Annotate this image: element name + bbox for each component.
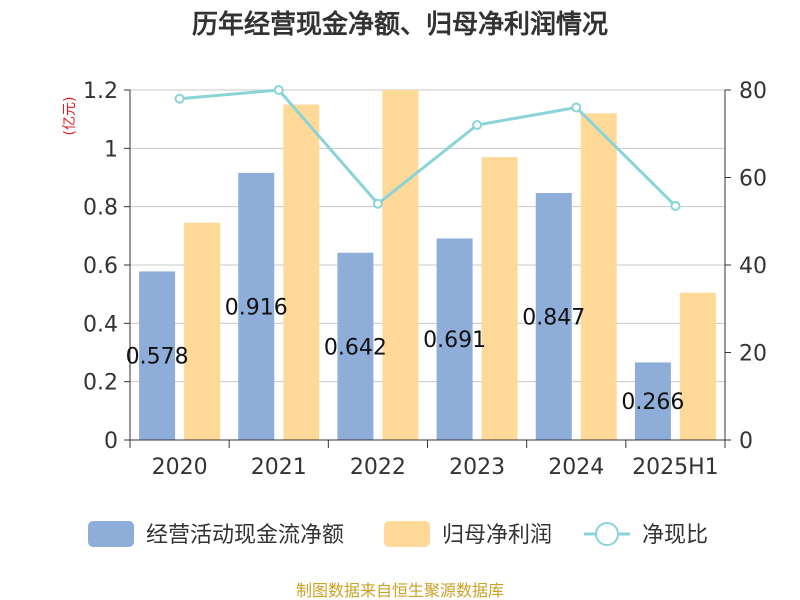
grid-lines: [130, 89, 725, 383]
bar: [580, 113, 617, 440]
bar: [679, 292, 716, 440]
legend-swatch: [384, 521, 430, 547]
y-left-tick-label: 0: [104, 429, 118, 454]
ratio-point: [571, 102, 582, 113]
ratio-line-path: [179, 88, 677, 208]
axes: 0 0.2 0.4 0.6 0.8 1 1.2 0 20 40 60 80 2020 2021 2022 20…: [83, 79, 767, 480]
bar-data-label: 0.691: [423, 328, 486, 353]
y-left-tick-label: 0.4: [83, 312, 118, 337]
data-labels: 0.578 0.916 0.642 0.691 0.847 0.266: [126, 295, 685, 415]
bar: [382, 90, 419, 440]
bar: [436, 238, 473, 440]
ratio-point: [273, 85, 284, 95]
ratio-point: [174, 93, 185, 104]
ratio-point: [472, 120, 483, 130]
ratio-point: [372, 198, 383, 209]
legend-label: 经营活动现金流净额: [146, 523, 344, 548]
bar: [283, 104, 320, 440]
bar-data-label: 0.642: [324, 335, 387, 360]
chart-title: 历年经营现金净额、归母净利润情况: [192, 9, 608, 40]
x-tick-label: 2020: [152, 455, 208, 480]
y-right-tick-label: 60: [739, 167, 767, 192]
y-right-tick-label: 80: [739, 79, 767, 104]
bar: [535, 192, 572, 440]
y-right-tick-label: 0: [739, 429, 753, 454]
legend-swatch: [88, 521, 134, 547]
x-tick-label: 2023: [449, 455, 505, 480]
data-source: 制图数据来自恒生聚源数据库: [296, 581, 504, 600]
bar: [184, 222, 221, 440]
y-left-unit: (亿元): [62, 97, 78, 136]
bar: [139, 271, 176, 440]
legend-label: 净现比: [642, 523, 708, 548]
y-right-tick-label: 20: [739, 342, 767, 367]
y-left-tick-label: 0.6: [83, 254, 118, 279]
bar-data-label: 0.578: [126, 345, 189, 370]
bar-data-label: 0.916: [225, 295, 288, 320]
bar-data-label: 0.266: [621, 390, 684, 415]
x-tick-label: 2021: [251, 455, 307, 480]
y-left-tick-label: 0.2: [83, 371, 118, 396]
y-right-tick-label: 40: [739, 254, 767, 279]
bar: [481, 157, 518, 441]
y-left-tick-label: 1: [104, 137, 118, 162]
bar: [238, 172, 275, 441]
legend-label: 归母净利润: [442, 523, 552, 548]
y-left-tick-label: 1.2: [83, 79, 118, 104]
x-tick-label: 2024: [548, 455, 604, 480]
ratio-point: [670, 200, 681, 211]
bar: [337, 252, 374, 440]
x-tick-label: 2022: [350, 455, 406, 480]
ratio-line: [174, 85, 681, 211]
x-tick-label: 2025H1: [632, 455, 719, 480]
legend-marker: [595, 522, 619, 546]
bar-data-label: 0.847: [522, 305, 585, 330]
legend: 经营活动现金流净额 归母净利润 净现比: [88, 521, 708, 548]
y-left-tick-label: 0.8: [83, 196, 118, 221]
bars: [139, 90, 716, 441]
bar: [634, 362, 671, 440]
